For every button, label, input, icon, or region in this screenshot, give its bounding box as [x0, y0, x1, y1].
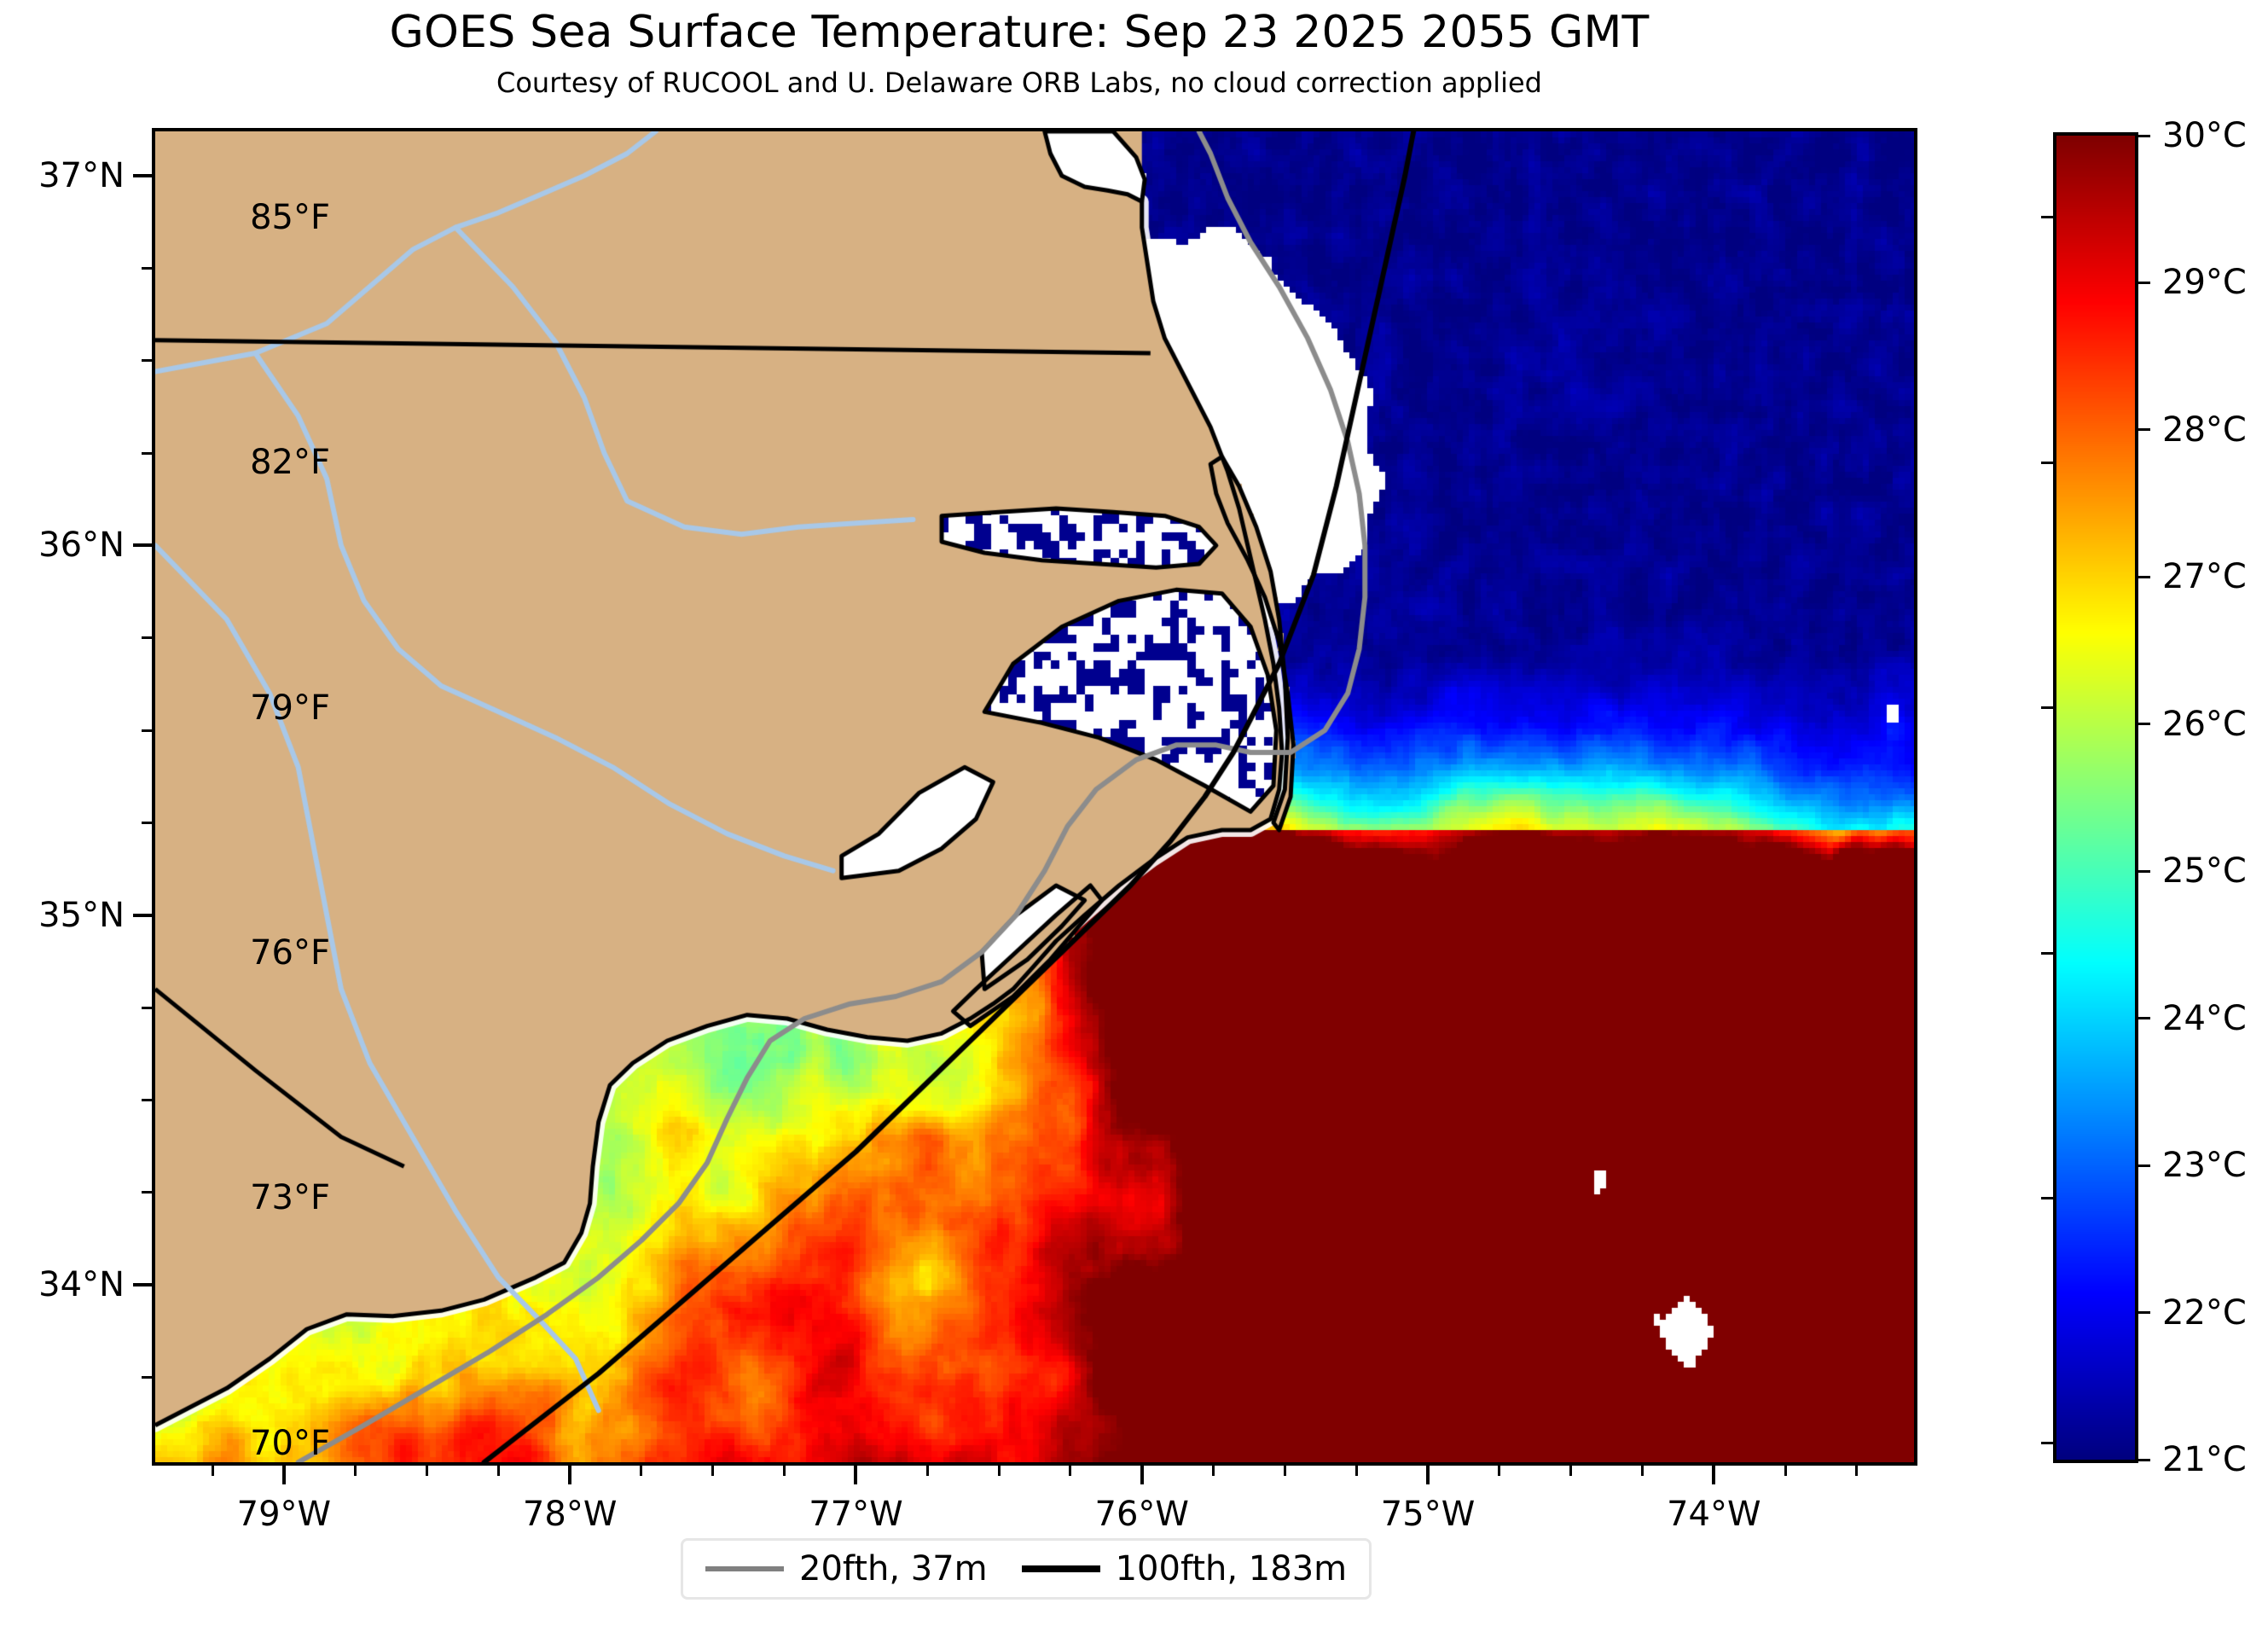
y-axis-minor-tick [142, 1375, 152, 1379]
colorbar-label-celsius: 22°C [2162, 1292, 2247, 1333]
y-axis-major-tick [133, 913, 152, 917]
colorbar-tick-celsius [2135, 575, 2150, 578]
colorbar-tick-celsius [2135, 281, 2150, 284]
x-axis-minor-tick [711, 1466, 715, 1476]
sst-heatmap [155, 131, 1914, 1462]
colorbar-tick-fahrenheit [2041, 1196, 2056, 1199]
x-axis-major-tick [854, 1466, 858, 1484]
colorbar-label-celsius: 21°C [2162, 1440, 2247, 1479]
colorbar-label-fahrenheit: 70°F [250, 1423, 330, 1463]
x-axis-minor-tick [211, 1466, 214, 1476]
y-axis-tick-label: 36°N [38, 526, 125, 566]
y-axis-minor-tick [142, 266, 152, 270]
legend-item: 100fth, 183m [1021, 1549, 1348, 1588]
y-axis-tick-label: 34°N [38, 1265, 125, 1304]
bathymetry-legend: 20fth, 37m 100fth, 183m [681, 1538, 1372, 1600]
x-axis-major-tick [1140, 1466, 1144, 1484]
colorbar-label-celsius: 30°C [2162, 116, 2247, 155]
colorbar-tick-celsius [2135, 134, 2150, 137]
x-axis-minor-tick [1569, 1466, 1573, 1476]
colorbar-tick-fahrenheit [2041, 706, 2056, 710]
y-axis-tick-label: 37°N [38, 156, 125, 195]
colorbar-axes [2053, 132, 2138, 1463]
colorbar-label-celsius: 26°C [2162, 704, 2247, 744]
x-axis-minor-tick [1784, 1466, 1787, 1476]
colorbar-tick-celsius [2135, 1458, 2150, 1461]
colorbar-label-celsius: 28°C [2162, 409, 2247, 450]
x-axis-minor-tick [1283, 1466, 1286, 1476]
x-axis-tick-label: 76°W [1094, 1495, 1189, 1534]
colorbar-tick-celsius [2135, 869, 2150, 873]
colorbar-label-celsius: 25°C [2162, 851, 2247, 892]
sst-map-axes [152, 128, 1917, 1466]
y-axis-major-tick [133, 1283, 152, 1286]
colorbar-tick-fahrenheit [2041, 216, 2056, 219]
colorbar-label-fahrenheit: 76°F [250, 933, 330, 973]
colorbar-label-celsius: 24°C [2162, 998, 2247, 1038]
x-axis-minor-tick [925, 1466, 929, 1476]
x-axis-major-tick [281, 1466, 286, 1484]
colorbar-tick-celsius [2135, 723, 2150, 726]
figure-subtitle: Courtesy of RUCOOL and U. Delaware ORB L… [496, 67, 1542, 99]
x-axis-minor-tick [640, 1466, 643, 1476]
x-axis-minor-tick [1212, 1466, 1215, 1476]
colorbar-tick-celsius [2135, 1311, 2150, 1315]
figure-title: GOES Sea Surface Temperature: Sep 23 202… [389, 7, 1650, 58]
colorbar-tick-fahrenheit [2041, 1442, 2056, 1445]
x-axis-tick-label: 79°W [236, 1495, 332, 1534]
y-axis-minor-tick [142, 359, 152, 363]
x-axis-minor-tick [1354, 1466, 1358, 1476]
x-axis-minor-tick [426, 1466, 429, 1476]
y-axis-minor-tick [142, 821, 152, 824]
x-axis-major-tick [568, 1466, 572, 1484]
y-axis-minor-tick [142, 1006, 152, 1009]
colorbar-label-fahrenheit: 82°F [250, 443, 330, 483]
colorbar-tick-celsius [2135, 1017, 2150, 1020]
colorbar-label-celsius: 23°C [2162, 1146, 2247, 1186]
colorbar-label-fahrenheit: 79°F [250, 688, 330, 728]
x-axis-minor-tick [496, 1466, 500, 1476]
colorbar-tick-celsius [2135, 428, 2150, 432]
x-axis-major-tick [1712, 1466, 1716, 1484]
legend-label: 20fth, 37m [799, 1549, 988, 1588]
x-axis-tick-label: 75°W [1380, 1495, 1476, 1534]
y-axis-major-tick [133, 543, 152, 548]
y-axis-minor-tick [142, 636, 152, 640]
x-axis-major-tick [1426, 1466, 1430, 1484]
x-axis-minor-tick [997, 1466, 1001, 1476]
colorbar-tick-fahrenheit [2041, 461, 2056, 464]
legend-label: 100fth, 183m [1115, 1549, 1348, 1588]
x-axis-tick-label: 77°W [809, 1495, 903, 1534]
legend-item: 20fth, 37m [705, 1549, 988, 1588]
x-axis-minor-tick [354, 1466, 357, 1476]
x-axis-minor-tick [783, 1466, 786, 1476]
y-axis-minor-tick [142, 1191, 152, 1194]
colorbar-label-celsius: 27°C [2162, 557, 2247, 597]
y-axis-tick-label: 35°N [38, 895, 125, 935]
colorbar-label-celsius: 29°C [2162, 263, 2247, 303]
x-axis-tick-label: 78°W [522, 1495, 618, 1534]
colorbar-tick-celsius [2135, 1164, 2150, 1167]
x-axis-tick-label: 74°W [1667, 1495, 1761, 1534]
y-axis-minor-tick [142, 729, 152, 732]
colorbar-label-fahrenheit: 85°F [250, 197, 330, 237]
colorbar-label-fahrenheit: 73°F [250, 1178, 330, 1218]
y-axis-major-tick [133, 174, 152, 177]
colorbar-tick-fahrenheit [2041, 951, 2056, 955]
legend-line-swatch [1021, 1565, 1100, 1572]
x-axis-minor-tick [1640, 1466, 1644, 1476]
y-axis-minor-tick [142, 451, 152, 455]
legend-line-swatch [705, 1566, 784, 1571]
x-axis-minor-tick [1498, 1466, 1501, 1476]
x-axis-minor-tick [1069, 1466, 1072, 1476]
y-axis-minor-tick [142, 1098, 152, 1101]
colorbar-gradient [2056, 136, 2135, 1460]
x-axis-minor-tick [1855, 1466, 1859, 1476]
